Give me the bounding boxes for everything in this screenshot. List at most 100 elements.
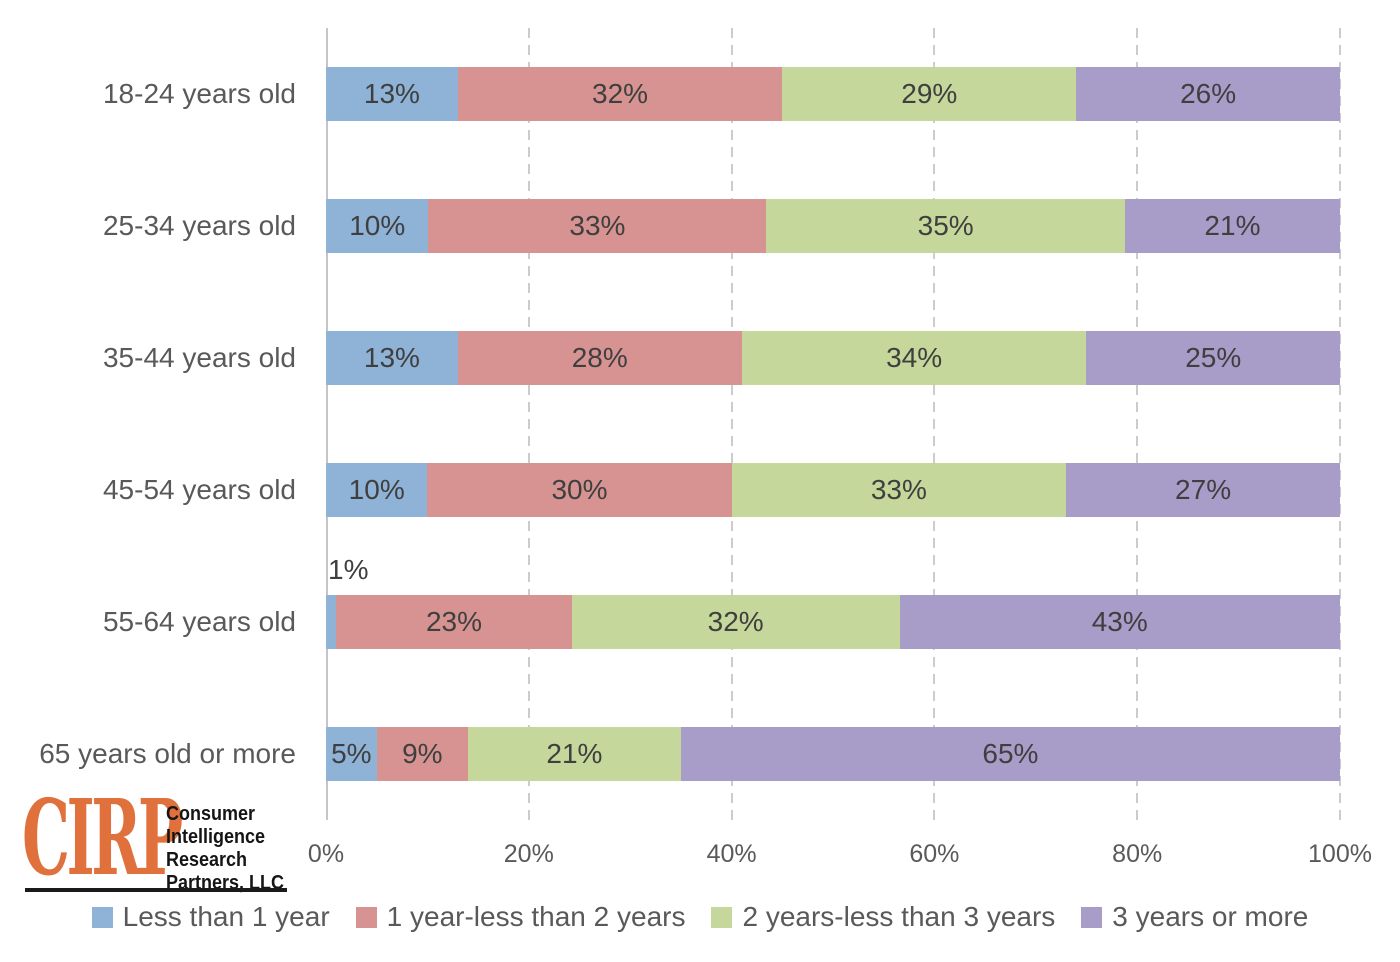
- logo-underline: [25, 888, 287, 892]
- stacked-bar: 10% 33% 35% 21%: [326, 199, 1340, 253]
- category-label: 45-54 years old: [102, 474, 296, 505]
- stacked-bar: 13% 28% 34% 25%: [326, 331, 1340, 385]
- segment-value-label: 9%: [402, 738, 443, 769]
- x-tick-label: 20%: [503, 840, 554, 868]
- bar-row: 18-24 years old 13% 32% 29% 26%: [0, 28, 1340, 160]
- bar-row: 35-44 years old 13% 28% 34% 25%: [0, 292, 1340, 424]
- legend-item: Less than 1 year: [91, 901, 330, 933]
- segment-value-label: 10%: [349, 210, 406, 241]
- logo-line: Intelligence: [166, 826, 266, 848]
- stacked-bar: 5% 9% 21% 65%: [326, 727, 1340, 781]
- x-tick-label: 0%: [307, 840, 345, 868]
- bar-segment: 25%: [1086, 331, 1340, 385]
- segment-value-label: 13%: [363, 342, 420, 373]
- legend-item: 1 year-less than 2 years: [355, 901, 686, 933]
- bar-segment: 10%: [326, 199, 429, 253]
- segment-value-label: 65%: [982, 738, 1039, 769]
- logo-line: Consumer: [166, 803, 256, 825]
- bar-segment: 21%: [467, 727, 681, 781]
- segment-value-label: 28%: [571, 342, 628, 373]
- bar-row: 45-54 years old 10% 30% 33% 27%: [0, 424, 1340, 556]
- bar-segment: 1%: [326, 554, 368, 649]
- segment-value-label: 35%: [917, 210, 974, 241]
- stacked-bar: 10% 30% 33% 27%: [326, 463, 1340, 517]
- bar-segment: 33%: [731, 463, 1067, 517]
- segment-value-label: 32%: [707, 606, 764, 637]
- bar-segment: 43%: [899, 595, 1340, 649]
- bar-segment: 32%: [457, 67, 783, 121]
- bar-row: 55-64 years old 1% 23% 32% 43%: [0, 554, 1340, 688]
- bar-segment: 26%: [1076, 67, 1340, 121]
- category-label: 25-34 years old: [102, 210, 296, 241]
- bar-rows: 18-24 years old 13% 32% 29% 26% 25-34 years o…: [0, 28, 1340, 820]
- logo-company-name: Consumer Intelligence Research Partners,…: [166, 803, 284, 895]
- bar-segment: 13%: [326, 67, 458, 121]
- bar-segment: 35%: [766, 199, 1125, 253]
- segment-value-label: 34%: [886, 342, 943, 373]
- grid-layer: [326, 28, 1341, 820]
- legend-label: Less than 1 year: [122, 901, 330, 932]
- bar-segment: 32%: [571, 595, 900, 649]
- bar-segment: 21%: [1124, 199, 1340, 253]
- legend-swatch: [711, 906, 733, 928]
- gridline: [527, 28, 530, 820]
- legend: Less than 1 year 1 year-less than 2 years…: [0, 901, 1400, 933]
- y-axis-line: [326, 28, 328, 820]
- logo-abbr-text: CIRP: [22, 776, 183, 899]
- bar-segment: 10%: [326, 463, 428, 517]
- legend-swatch: [1081, 906, 1103, 928]
- legend-item: 3 years or more: [1081, 901, 1308, 933]
- legend-swatch: [355, 906, 377, 928]
- category-label: 18-24 years old: [102, 78, 296, 109]
- segment-value-label: 32%: [592, 78, 649, 109]
- plot-area: 18-24 years old 13% 32% 29% 26% 25-34 years o…: [0, 28, 1341, 820]
- segment-value-label: 25%: [1185, 342, 1242, 373]
- category-label: 35-44 years old: [102, 342, 296, 373]
- segment-value-label: 13%: [363, 78, 420, 109]
- gridline: [1339, 28, 1341, 820]
- segment-value-label: 21%: [1204, 210, 1261, 241]
- segment-value-label: 29%: [901, 78, 958, 109]
- bar-segment: 65%: [680, 727, 1340, 781]
- bar-segment: 29%: [782, 67, 1077, 121]
- legend-label: 1 year-less than 2 years: [386, 901, 686, 932]
- bar-segment: 30%: [427, 463, 732, 517]
- segment-value-label: 10%: [348, 474, 405, 505]
- bar-row: 25-34 years old 10% 33% 35% 21%: [0, 160, 1340, 292]
- gridline: [730, 28, 733, 820]
- category-label: 65 years old or more: [39, 738, 296, 769]
- segment-value-label: 21%: [546, 738, 603, 769]
- bar-segment: 27%: [1066, 463, 1340, 517]
- segment-value-label: 5%: [331, 738, 372, 769]
- stacked-bar: 1% 23% 32% 43%: [326, 554, 1340, 649]
- category-label: 55-64 years old: [102, 606, 296, 637]
- legend-label: 2 years-less than 3 years: [742, 901, 1056, 932]
- bar-segment: 9%: [376, 727, 468, 781]
- legend-item: 2 years-less than 3 years: [711, 901, 1055, 933]
- segment-value-label: 33%: [569, 210, 626, 241]
- bar-segment: 5%: [326, 727, 377, 781]
- bar-segment: 34%: [741, 331, 1087, 385]
- segment-value-label: 26%: [1180, 78, 1237, 109]
- cirp-logo: CIRP Consumer Intelligence Research Part…: [22, 786, 294, 898]
- x-tick-label: 80%: [1112, 840, 1163, 868]
- bar-segment: 13%: [326, 331, 458, 385]
- segment-value-label: 30%: [551, 474, 608, 505]
- stacked-bar: 13% 32% 29% 26%: [326, 67, 1340, 121]
- bar-segment: 23%: [336, 595, 572, 649]
- bar-row: 65 years old or more 5% 9% 21% 65%: [0, 688, 1340, 820]
- x-tick-label: 40%: [706, 840, 757, 868]
- segment-value-label: 1%: [328, 554, 369, 585]
- logo-line: Research: [166, 849, 248, 871]
- segment-value-label: 33%: [870, 474, 927, 505]
- gridline: [1136, 28, 1139, 820]
- x-tick-label: 100%: [1308, 840, 1372, 868]
- legend-label: 3 years or more: [1112, 901, 1309, 932]
- segment-value-label: 27%: [1175, 474, 1232, 505]
- legend-swatch: [91, 906, 113, 928]
- bar-segment: 33%: [428, 199, 767, 253]
- bar-segment: 28%: [457, 331, 742, 385]
- gridline: [933, 28, 936, 820]
- x-tick-label: 60%: [909, 840, 960, 868]
- x-axis: 0% 20% 40% 60% 80% 100%: [308, 840, 1372, 874]
